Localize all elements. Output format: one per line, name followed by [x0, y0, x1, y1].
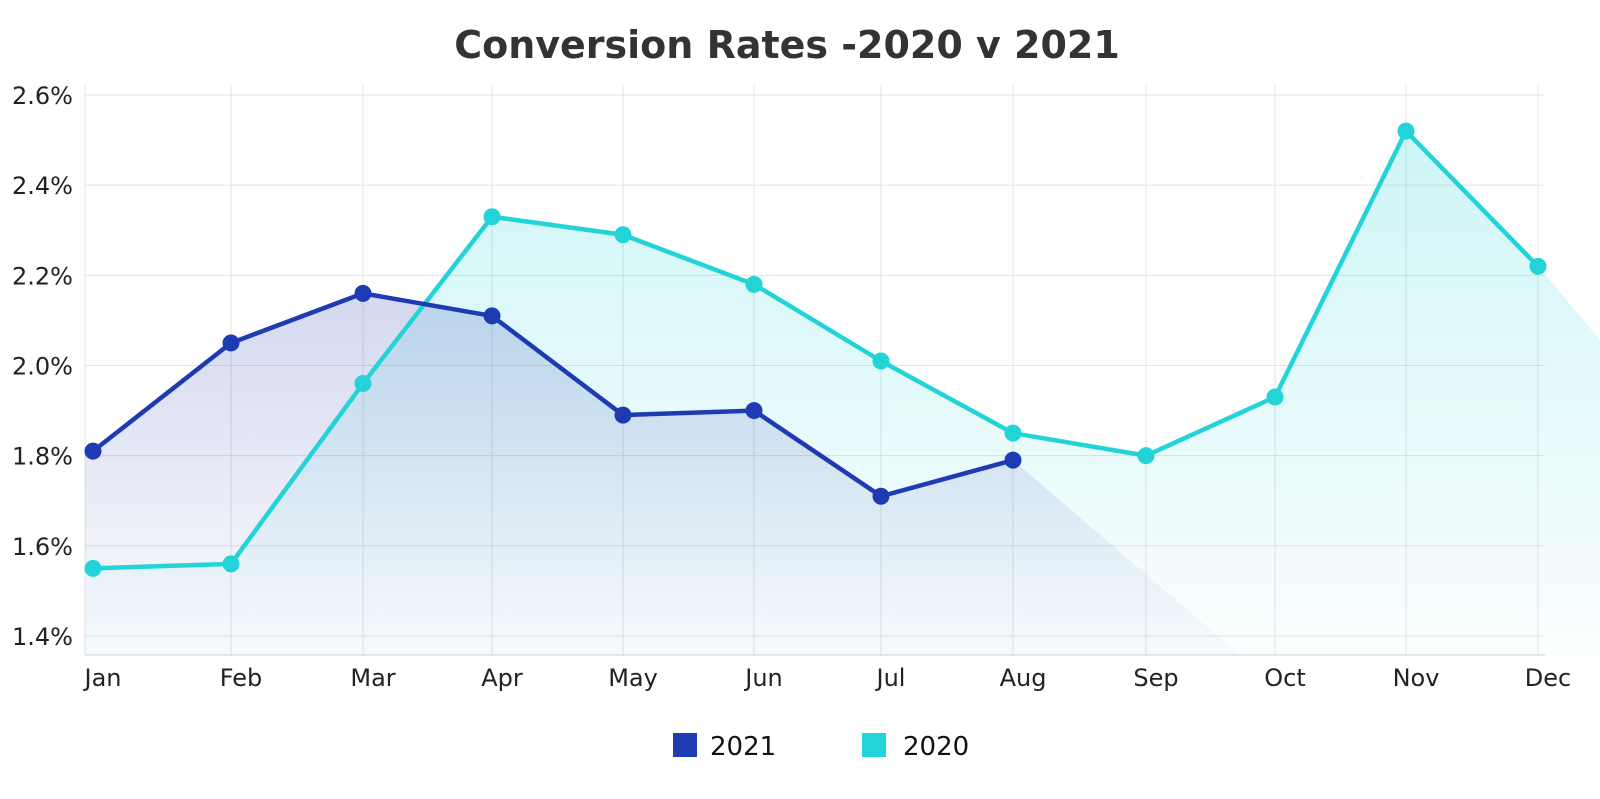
y-tick-label: 1.8% — [12, 443, 73, 471]
y-tick-label: 2.6% — [12, 82, 73, 110]
y-tick-label: 2.0% — [12, 353, 73, 381]
point-2020-Mar — [354, 375, 372, 393]
point-2021-Aug — [1004, 451, 1022, 469]
x-tick-label: Feb — [220, 664, 263, 692]
x-tick-label: Jan — [83, 664, 122, 692]
x-tick-label: Jul — [875, 664, 906, 692]
point-2021-Jun — [745, 402, 763, 420]
x-tick-label: Dec — [1525, 664, 1571, 692]
area-fills — [85, 131, 1600, 656]
x-tick-label: Mar — [350, 664, 395, 692]
y-tick-label: 1.4% — [12, 623, 73, 651]
x-tick-label: Nov — [1393, 664, 1440, 692]
legend-label-2020: 2020 — [903, 732, 969, 762]
x-tick-label: Aug — [1000, 664, 1047, 692]
point-2021-May — [614, 406, 632, 424]
area-2021 — [85, 293, 1240, 655]
point-2020-Nov — [1397, 122, 1415, 140]
point-2020-May — [614, 226, 632, 244]
point-2020-Aug — [1004, 424, 1022, 442]
point-2020-Jul — [872, 352, 890, 370]
legend: 2021 2020 — [673, 732, 969, 762]
x-axis-ticks: Jan Feb Mar Apr May Jun Jul Aug Sep Oct Nov Dec — [83, 664, 1572, 692]
point-2020-Apr — [483, 208, 501, 226]
x-tick-label: Oct — [1264, 664, 1306, 692]
line-2020 — [92, 128, 1540, 571]
series-lines — [84, 122, 1547, 577]
y-tick-label: 2.4% — [12, 172, 73, 200]
x-tick-label: Sep — [1133, 664, 1178, 692]
point-2021-Feb — [222, 334, 240, 352]
point-2021-Mar — [354, 284, 372, 302]
legend-swatch-2021 — [673, 733, 697, 757]
point-2021-Jul — [872, 487, 890, 505]
point-2020-Oct — [1266, 388, 1284, 406]
point-2020-Feb — [222, 555, 240, 573]
line-2021 — [91, 291, 1014, 499]
legend-swatch-2020 — [862, 733, 886, 757]
chart-title: Conversion Rates -2020 v 2021 — [454, 23, 1120, 67]
point-2020-Jun — [745, 275, 763, 293]
x-tick-label: May — [608, 664, 658, 692]
x-tick-label: Apr — [481, 664, 523, 692]
legend-label-2021: 2021 — [710, 732, 776, 762]
point-2020-Sep — [1137, 447, 1155, 465]
y-tick-label: 2.2% — [12, 262, 73, 290]
x-tick-label: Jun — [743, 664, 783, 692]
y-axis-ticks: 1.4% 1.6% 1.8% 2.0% 2.2% 2.4% 2.6% — [12, 82, 73, 651]
point-2020-Jan — [84, 559, 102, 577]
y-tick-label: 1.6% — [12, 533, 73, 561]
point-2021-Apr — [483, 307, 501, 325]
point-2020-Dec — [1529, 257, 1547, 275]
point-2021-Jan — [84, 442, 102, 460]
